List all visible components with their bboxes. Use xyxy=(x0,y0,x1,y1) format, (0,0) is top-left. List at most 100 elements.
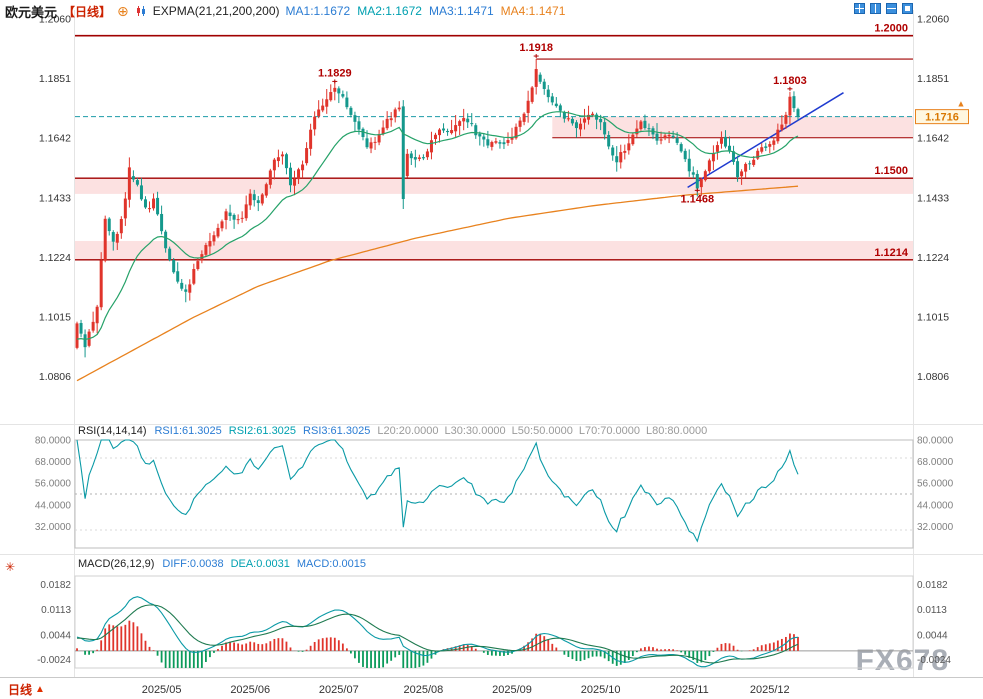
macd-tick-left: 0.0113 xyxy=(41,605,71,616)
candle-body xyxy=(95,306,99,324)
candle-body xyxy=(631,134,635,145)
candle-body xyxy=(264,184,268,196)
macd-tick-left: -0.0024 xyxy=(37,655,71,666)
candle-body xyxy=(522,113,526,122)
candle-body xyxy=(204,245,208,255)
month-label: 2025/12 xyxy=(750,684,790,696)
candle-body xyxy=(478,133,482,137)
candle-body xyxy=(123,198,127,219)
candle-body xyxy=(325,99,329,107)
candle-body xyxy=(220,221,224,229)
candle-body xyxy=(143,199,147,208)
candle-body xyxy=(538,74,542,82)
ma-values: MA1:1.1672 MA2:1.1672 MA3:1.1471 MA4:1.1471 xyxy=(286,4,573,18)
candle-body xyxy=(736,161,740,178)
indicator-name: EXPMA(21,21,200,200) xyxy=(152,4,280,18)
candle-body xyxy=(232,214,236,220)
candle-body xyxy=(768,144,772,147)
candle-body xyxy=(192,268,196,284)
candle-body xyxy=(305,148,309,164)
extreme-label: 1.1468 xyxy=(680,193,714,205)
symbol-name: 欧元美元 xyxy=(5,4,58,20)
indicator-marker-icon[interactable]: ✳ xyxy=(5,560,16,574)
indicator-value: DIFF:0.0038 xyxy=(162,558,224,570)
candle-body xyxy=(627,143,631,151)
candle-body xyxy=(647,128,651,130)
candle-body xyxy=(558,105,562,111)
candle-body xyxy=(695,173,699,189)
extreme-label: 1.1918 xyxy=(519,42,553,54)
candle-body xyxy=(365,138,369,148)
candle-body xyxy=(131,176,135,180)
support-resistance-zones xyxy=(75,116,913,260)
candle-body xyxy=(760,147,764,152)
candle-body xyxy=(442,128,446,131)
candles xyxy=(75,59,800,358)
candle-body xyxy=(148,208,152,210)
candle-body xyxy=(301,164,305,171)
candle-body xyxy=(357,121,361,130)
candle-body xyxy=(728,145,732,151)
candle-body xyxy=(446,130,450,133)
candle-body xyxy=(240,217,244,219)
candle-body xyxy=(502,142,506,145)
candle-body xyxy=(458,121,462,126)
watermark: FX678 xyxy=(856,644,949,678)
zone-band xyxy=(552,116,913,138)
candle-body xyxy=(623,150,627,153)
expma-fast-line xyxy=(76,111,799,341)
candle-body xyxy=(723,136,727,147)
candle-body xyxy=(180,282,184,289)
layout-single-icon[interactable] xyxy=(902,3,913,14)
macd-histogram xyxy=(76,620,799,668)
rsi-plot-area[interactable] xyxy=(75,440,913,548)
zone-band xyxy=(75,178,913,194)
layout-horizontal-split-icon[interactable] xyxy=(886,3,897,14)
layout-grid-icon[interactable] xyxy=(854,3,865,14)
indicator-value: DEA:0.0031 xyxy=(230,558,290,570)
candle-body xyxy=(506,140,510,143)
candle-body xyxy=(284,154,288,169)
x-axis: 2025/05 2025/06 2025/07 2025/08 2025/09 2025/… xyxy=(142,684,790,696)
candle-body xyxy=(643,120,647,129)
candle-body xyxy=(667,134,671,137)
candle-body xyxy=(772,140,776,145)
current-price-value: 1.1716 xyxy=(925,112,959,124)
candle-body xyxy=(578,123,582,130)
candle-body xyxy=(599,119,603,123)
candle-body xyxy=(421,157,425,159)
timeframe-selector[interactable]: 日线 ▲ xyxy=(8,681,45,698)
candle-body xyxy=(655,133,659,141)
candle-body xyxy=(534,69,538,87)
candle-body xyxy=(321,105,325,111)
extreme-label: 1.1803 xyxy=(773,75,807,87)
candle-body xyxy=(659,139,663,141)
candle-body xyxy=(526,100,530,113)
candle-body xyxy=(373,141,377,143)
current-price-tag: ▲ 1.1716 xyxy=(915,99,969,125)
add-indicator-icon[interactable]: ⊕ xyxy=(117,3,129,19)
candle-body xyxy=(188,284,192,293)
indicator-value: MA1:1.1672 xyxy=(285,4,351,18)
price-plot-area[interactable] xyxy=(75,10,913,422)
candle-body xyxy=(115,233,119,243)
candle-body xyxy=(244,204,248,219)
layout-vertical-split-icon[interactable] xyxy=(870,3,881,14)
month-label: 2025/11 xyxy=(670,684,709,696)
indicator-value: MA3:1.1471 xyxy=(428,4,494,18)
candle-body xyxy=(417,157,421,159)
candle-body xyxy=(268,170,272,185)
dea-line xyxy=(77,604,799,664)
candle-body xyxy=(542,81,546,89)
candle-body xyxy=(333,87,337,92)
candle-body xyxy=(127,167,131,200)
current-price-tag-box xyxy=(915,109,969,125)
expma-slow-line xyxy=(76,185,799,382)
macd-tick-left: 0.0182 xyxy=(40,580,71,591)
rsi-levels: L20:20.0000 L30:30.0000 L50:50.0000 L70:70.… xyxy=(377,425,713,437)
price-tick-right: 1.1015 xyxy=(917,312,949,324)
macd-plot-area[interactable] xyxy=(75,576,913,668)
candle-body xyxy=(353,115,357,122)
